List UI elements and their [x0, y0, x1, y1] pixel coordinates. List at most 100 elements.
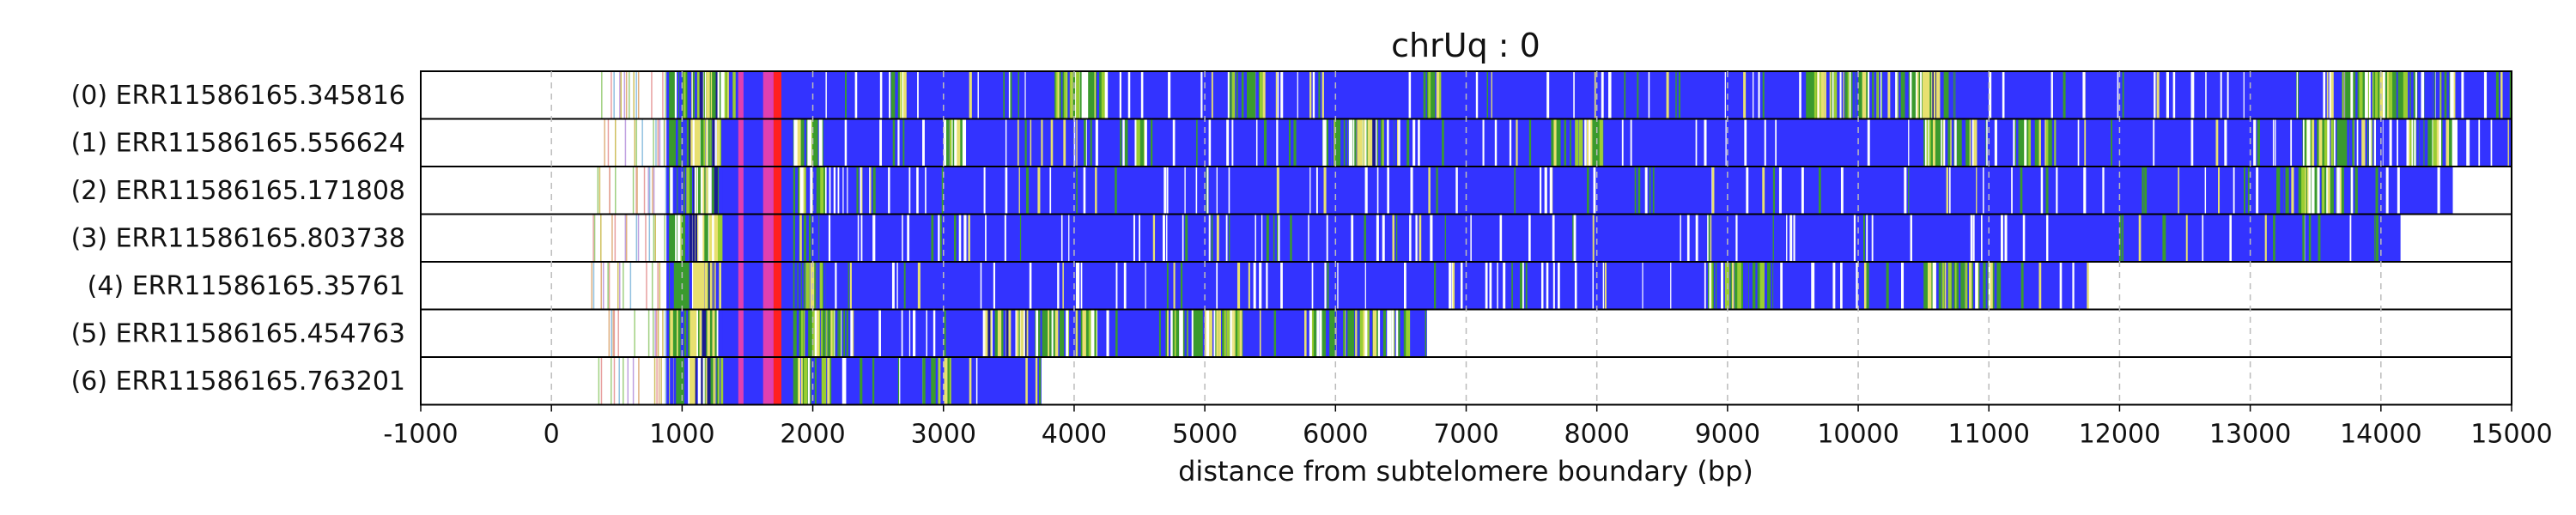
variant-stripe [798, 357, 800, 405]
variant-stripe [1813, 262, 1815, 310]
variant-stripe [2397, 167, 2400, 215]
variant-stripe [2163, 214, 2166, 262]
variant-stripe [677, 214, 681, 262]
variant-stripe [860, 357, 863, 405]
variant-stripe [712, 71, 716, 119]
variant-stripe [1208, 214, 1211, 262]
variant-stripe [1166, 214, 1168, 262]
variant-stripe [1679, 71, 1680, 119]
variant-stripe [1575, 118, 1579, 167]
variant-stripe [692, 214, 696, 262]
x-tick-label: 12000 [2079, 420, 2160, 450]
variant-stripe [1185, 214, 1188, 262]
variant-band [773, 71, 782, 119]
variant-stripe [1418, 118, 1420, 167]
variant-stripe [1746, 262, 1749, 310]
variant-stripe [872, 167, 876, 215]
variant-stripe [1634, 167, 1637, 215]
variant-stripe [673, 357, 677, 405]
x-tick-label: 1000 [649, 420, 714, 450]
variant-stripe [848, 309, 851, 357]
variant-stripe [2468, 118, 2470, 167]
variant-stripe [1266, 214, 1269, 262]
variant-stripe [1552, 262, 1555, 310]
variant-stripe [1276, 118, 1279, 167]
variant-stripe [600, 262, 602, 310]
variant-stripe [2111, 118, 2113, 167]
variant-stripe [2042, 118, 2045, 167]
variant-stripe [647, 309, 650, 357]
variant-stripe [1321, 71, 1324, 119]
variant-stripe [2253, 118, 2257, 167]
variant-stripe [1106, 71, 1109, 119]
variant-stripe [680, 167, 684, 215]
variant-stripe [713, 357, 715, 405]
variant-stripe [1511, 262, 1513, 310]
variant-stripe [613, 309, 616, 357]
variant-stripe [1624, 71, 1626, 119]
variant-stripe [2050, 71, 2053, 119]
variant-stripe [870, 167, 872, 215]
variant-stripe [1866, 214, 1868, 262]
variant-stripe [702, 357, 705, 405]
variant-stripe [1213, 309, 1216, 357]
x-tick-label: 9000 [1695, 420, 1760, 450]
variant-stripe [1216, 309, 1219, 357]
variant-stripe [1030, 118, 1032, 167]
variant-stripe [1343, 309, 1346, 357]
chart-title: chrUq : 0 [1391, 27, 1540, 64]
variant-stripe [1398, 118, 1400, 167]
variant-stripe [697, 214, 701, 262]
variant-stripe [2122, 214, 2124, 262]
variant-stripe [635, 71, 637, 119]
variant-stripe [1759, 262, 1764, 310]
variant-stripe [1288, 118, 1291, 167]
variant-stripe [1571, 118, 1575, 167]
variant-stripe [1428, 71, 1431, 119]
variant-stripe [2323, 71, 2326, 119]
variant-stripe [2330, 118, 2334, 167]
variant-stripe [619, 71, 621, 119]
variant-stripe [1062, 71, 1065, 119]
variant-stripe [796, 309, 799, 357]
variant-stripe [1069, 309, 1073, 357]
variant-stripe [1489, 262, 1492, 310]
variant-stripe [1355, 309, 1358, 357]
variant-stripe [1022, 309, 1026, 357]
variant-stripe [1607, 71, 1612, 119]
read-label: (6) ERR11586165.763201 [71, 367, 405, 397]
variant-stripe [1394, 118, 1397, 167]
variant-stripe [1392, 214, 1394, 262]
variant-stripe [604, 118, 605, 167]
variant-stripe [1369, 309, 1373, 357]
variant-stripe [1419, 214, 1422, 262]
variant-stripe [2342, 71, 2344, 119]
variant-stripe [829, 167, 831, 215]
variant-stripe [708, 167, 712, 215]
variant-stripe [1573, 214, 1577, 262]
variant-stripe [1211, 71, 1213, 119]
variant-stripe [1922, 71, 1925, 119]
variant-stripe [2329, 71, 2332, 119]
variant-stripe [663, 118, 665, 167]
variant-stripe [707, 214, 710, 262]
variant-stripe [637, 71, 640, 119]
variant-stripe [1719, 262, 1722, 310]
variant-stripe [1946, 167, 1948, 215]
variant-stripe [2439, 71, 2442, 119]
variant-stripe [670, 309, 673, 357]
variant-stripe [2424, 71, 2427, 119]
variant-stripe [694, 167, 696, 215]
variant-stripe [1387, 167, 1389, 215]
variant-stripe [1038, 309, 1041, 357]
x-tick-label: 0 [544, 420, 560, 450]
variant-stripe [1988, 262, 1991, 310]
variant-stripe [2138, 214, 2142, 262]
variant-stripe [1497, 262, 1498, 310]
variant-stripe [2450, 71, 2454, 119]
variant-stripe [1914, 71, 1917, 119]
variant-stripe [1528, 118, 1532, 167]
variant-stripe [598, 167, 601, 215]
x-tick-label: 10000 [1817, 420, 1899, 450]
variant-stripe [2451, 118, 2456, 167]
